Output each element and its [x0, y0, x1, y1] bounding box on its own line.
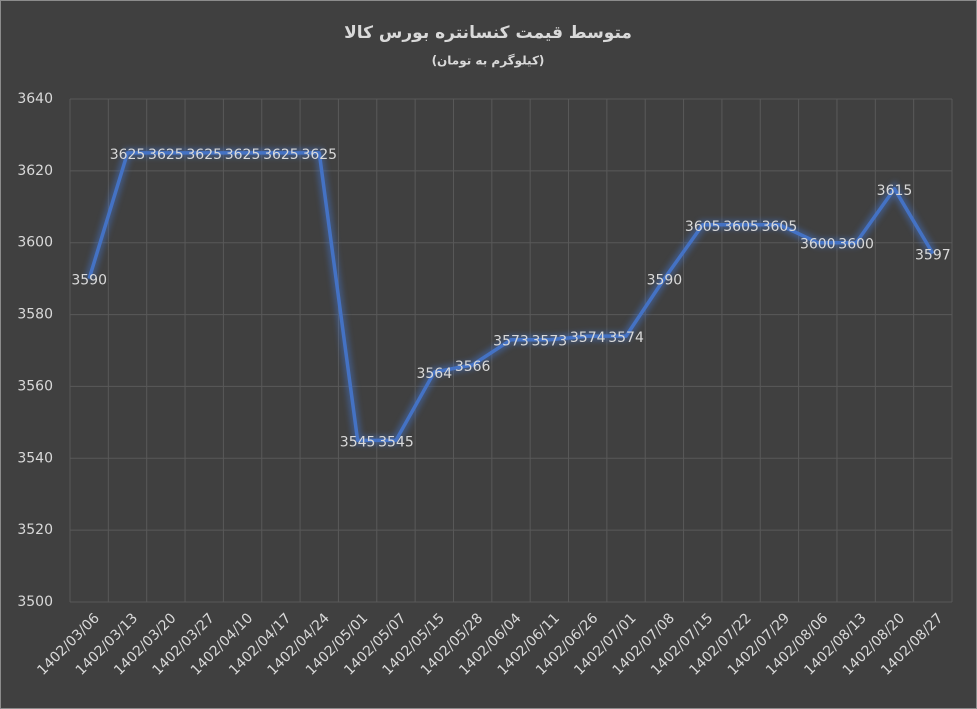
y-tick-label: 3520: [17, 522, 53, 538]
data-label: 3573: [532, 334, 568, 350]
y-tick-label: 3540: [17, 450, 53, 466]
data-label: 3564: [416, 366, 452, 382]
y-tick-label: 3500: [17, 594, 53, 610]
chart-subtitle: (کیلوگرم به تومان): [432, 54, 545, 69]
data-label: 3615: [877, 183, 913, 199]
data-label: 3545: [378, 434, 414, 450]
data-label: 3625: [186, 147, 222, 163]
y-tick-label: 3600: [17, 235, 53, 251]
chart-title: متوسط قیمت کنسانتره بورس کالا: [344, 23, 632, 43]
y-tick-label: 3560: [17, 378, 53, 394]
data-label: 3590: [647, 273, 683, 289]
data-label: 3566: [455, 359, 491, 375]
data-label: 3590: [71, 273, 107, 289]
y-tick-label: 3580: [17, 307, 53, 323]
data-label: 3625: [301, 147, 337, 163]
data-label: 3605: [723, 219, 759, 235]
data-label: 3574: [570, 330, 606, 346]
data-label: 3625: [110, 147, 146, 163]
data-label: 3574: [608, 330, 644, 346]
line: [87, 151, 935, 443]
data-label: 3597: [915, 247, 951, 263]
data-label: 3625: [263, 147, 299, 163]
data-label: 3625: [148, 147, 184, 163]
data-label: 3605: [762, 219, 798, 235]
data-label: 3625: [225, 147, 261, 163]
data-label: 3573: [493, 334, 529, 350]
y-tick-label: 3620: [17, 163, 53, 179]
y-tick-label: 3640: [17, 91, 53, 107]
data-label: 3605: [685, 219, 721, 235]
data-label: 3600: [800, 237, 836, 253]
data-label: 3545: [340, 434, 376, 450]
data-label: 3600: [838, 237, 874, 253]
